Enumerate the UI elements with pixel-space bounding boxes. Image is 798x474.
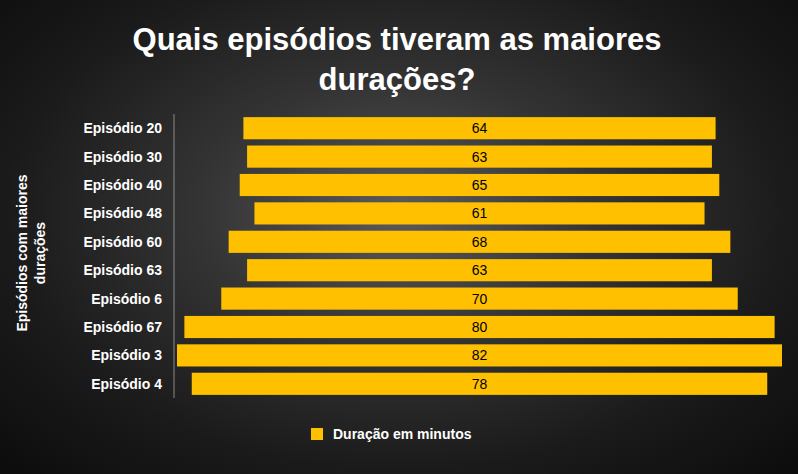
tick-label: Episódio 4 <box>91 376 162 392</box>
tick-label: Episódio 30 <box>83 149 162 165</box>
data-label: 80 <box>472 319 488 335</box>
data-label: 64 <box>472 120 488 136</box>
tick-label: Episódio 40 <box>83 177 162 193</box>
title: Quais episódios tiveram as maiores duraç… <box>107 20 687 100</box>
bars <box>177 117 782 395</box>
tick-label: Episódio 63 <box>83 262 162 278</box>
tick-label: Episódio 48 <box>83 205 162 221</box>
bar <box>243 117 715 139</box>
bar <box>254 202 704 224</box>
data-label: 70 <box>472 291 488 307</box>
data-label: 63 <box>472 262 488 278</box>
tick-label: Episódio 3 <box>91 347 162 363</box>
chart: 64 Episódio 20 63 Episódio 30 65 Episódio 40 6… <box>0 0 798 474</box>
data-label: 78 <box>472 376 488 392</box>
bar <box>247 146 712 168</box>
tick-label: Episódio 20 <box>83 120 162 136</box>
legend-swatch <box>311 428 323 440</box>
data-label: 61 <box>472 205 488 221</box>
legend: Duração em minutos <box>311 426 472 442</box>
legend-label: Duração em minutos <box>333 426 472 442</box>
bar <box>192 373 767 395</box>
tick-label: Episódio 6 <box>91 291 162 307</box>
tick-label: Episódio 60 <box>83 234 162 250</box>
data-label: 65 <box>472 177 488 193</box>
bar <box>240 174 720 196</box>
data-label: 82 <box>472 347 488 363</box>
bar <box>177 344 782 366</box>
axis-title: Episódios com maiores durações <box>13 158 49 348</box>
bar <box>229 231 731 253</box>
bar <box>247 259 712 281</box>
tick-label: Episódio 67 <box>83 319 162 335</box>
bar <box>221 288 737 310</box>
data-label: 63 <box>472 149 488 165</box>
bar <box>184 316 774 338</box>
data-label: 68 <box>472 234 488 250</box>
axis-line <box>174 114 175 398</box>
